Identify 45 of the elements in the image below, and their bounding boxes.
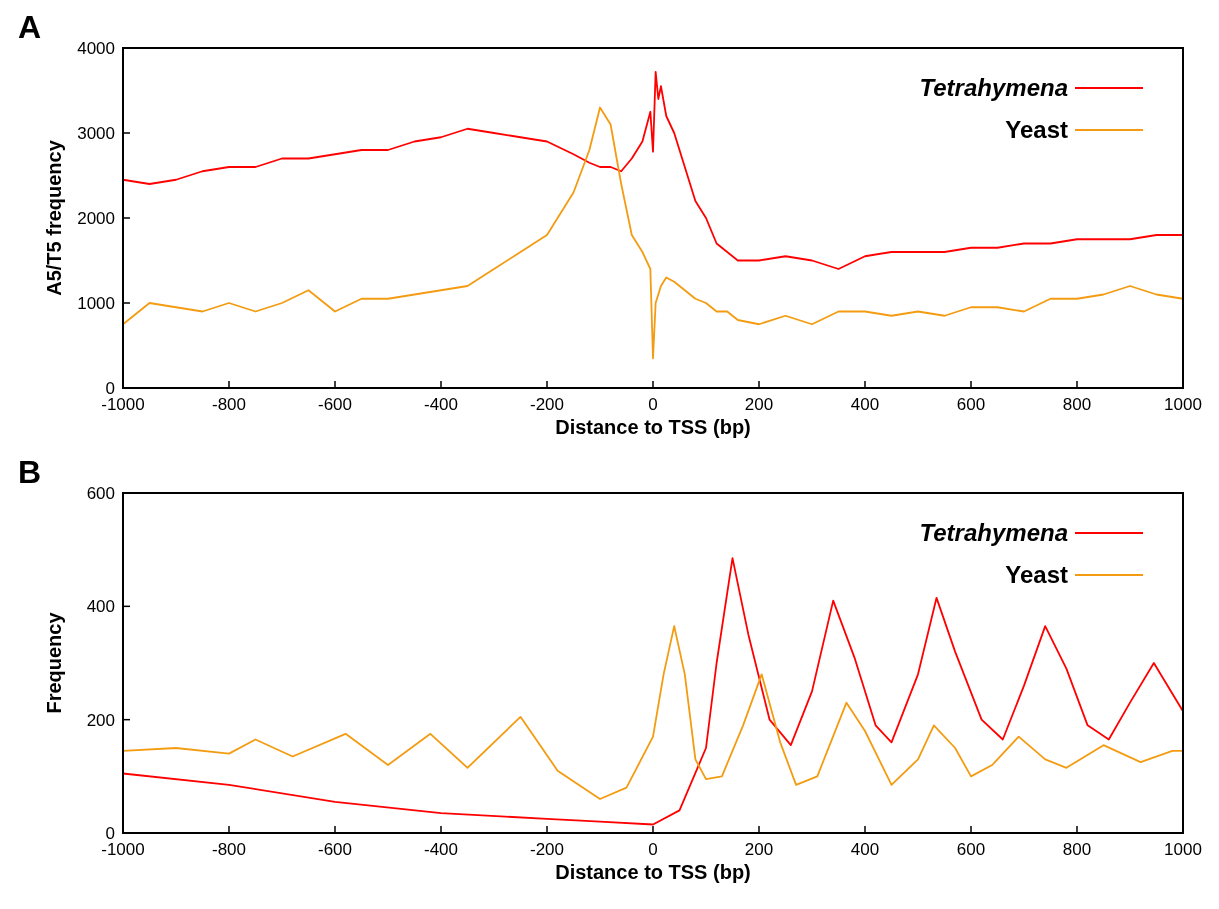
x-tick-label: -1000 [101,395,145,414]
x-tick-label: -400 [423,840,459,859]
y-tick-label: 600 [86,484,115,503]
text: A [18,9,42,45]
x-tick-label: 400 [850,395,880,414]
y-tick-label: 0 [105,824,115,843]
x-tick-label: 800 [1062,395,1092,414]
y-axis-title: A5/T5 frequency [43,139,65,296]
x-tick-label: -400 [423,395,459,414]
x-tick-label: 1000 [1164,395,1202,414]
x-axis-title: Distance to TSS (bp) [555,861,751,883]
y-tick-label: 200 [86,710,115,730]
text: B [18,454,42,490]
x-tick-label: -1000 [101,840,145,859]
x-tick-label: 0 [648,395,658,414]
x-tick-label: 400 [850,840,880,859]
x-tick-label: -200 [529,840,565,859]
x-tick-label: 600 [956,840,986,859]
x-tick-label: -600 [317,840,353,859]
x-tick-label: 200 [744,840,774,859]
y-tick-label: 3000 [77,124,115,143]
legend-label: Yeast [1005,561,1069,588]
x-tick-label: -800 [211,395,247,414]
x-tick-label: 1000 [1164,840,1202,859]
x-tick-label: -600 [317,395,353,414]
y-axis-title: Frequency [43,611,65,714]
x-tick-label: 200 [744,395,774,414]
x-tick-label: -200 [529,395,565,414]
y-tick-label: 400 [86,597,115,617]
x-tick-label: 600 [956,395,986,414]
y-tick-label: 0 [105,379,115,398]
x-tick-label: 800 [1062,840,1092,859]
x-tick-label: 0 [648,840,658,859]
x-tick-label: -800 [211,840,247,859]
line-series [122,106,1184,360]
line-series [122,625,1184,800]
legend-label: Tetrahymena [919,74,1068,101]
y-tick-label: 4000 [77,39,115,58]
line-series [122,557,1184,826]
legend-label: Yeast [1005,116,1069,143]
y-tick-label: 1000 [77,294,115,313]
legend-label: Tetrahymena [919,519,1068,546]
line-series [122,70,1184,270]
y-tick-label: 2000 [77,209,115,228]
x-axis-title: Distance to TSS (bp) [555,416,751,438]
